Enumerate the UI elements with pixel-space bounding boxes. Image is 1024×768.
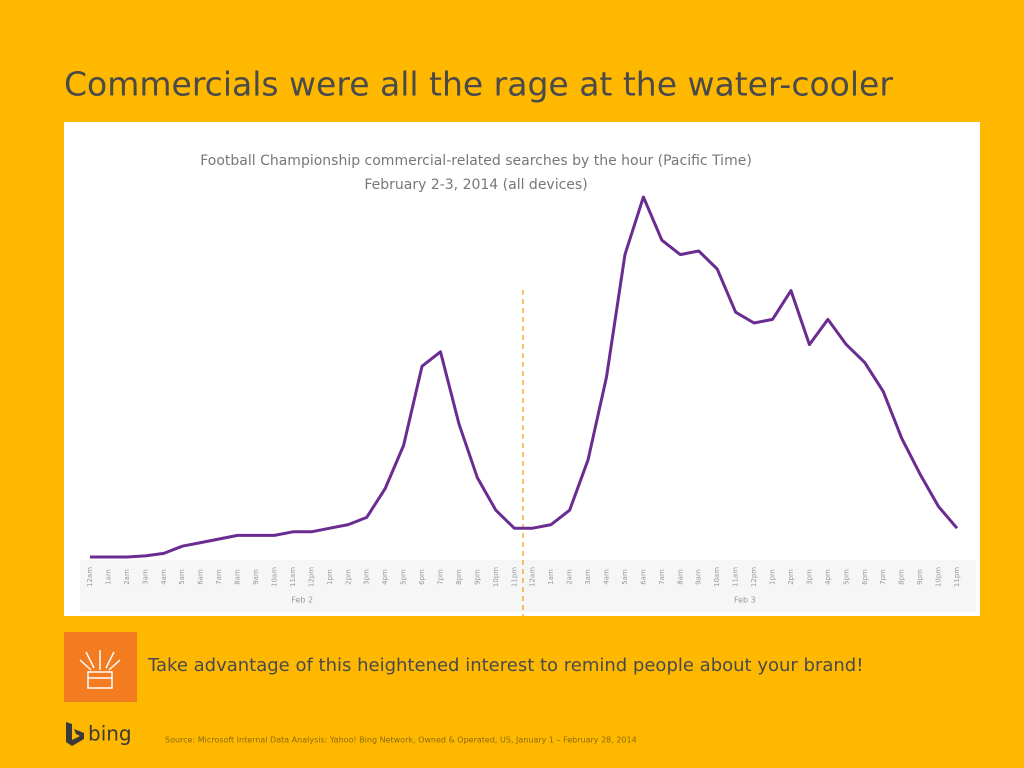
x-tick-label: 5pm [842,569,850,585]
x-tick-label: 2pm [787,569,795,585]
x-tick-label: 3am [584,569,592,585]
x-tick-label: 1am [104,569,112,585]
x-tick-label: 6am [639,569,647,585]
x-tick-label: 12pm [307,567,315,587]
x-tick-label: 10am [713,567,721,587]
x-tick-label: 9am [695,569,703,585]
x-tick-label: 7pm [436,569,444,585]
x-tick-label: 11pm [510,567,518,587]
x-tick-label: 2am [123,569,131,585]
bing-logo-mark [66,722,84,746]
x-tick-label: 8am [676,569,684,585]
group-label: Feb 3 [734,596,756,605]
callout-icon [79,650,121,689]
x-tick-label: 9pm [916,569,924,585]
x-tick-label: 9am [252,569,260,585]
x-tick-label: 7am [215,569,223,585]
chart-panel [64,122,980,616]
x-tick-label: 2pm [344,569,352,585]
x-tick-label: 1am [547,569,555,585]
brand-name: bing [88,722,132,746]
x-tick-label: 4pm [824,569,832,585]
x-tick-label: 5am [178,569,186,585]
x-tick-label: 11am [732,567,740,587]
x-tick-label: 6pm [861,569,869,585]
chart-title: Football Championship commercial-related… [200,153,752,169]
x-tick-label: 4pm [381,569,389,585]
x-tick-label: 1pm [769,569,777,585]
x-tick-label: 12pm [750,567,758,587]
x-tick-label: 5pm [400,569,408,585]
data-line [90,195,959,559]
x-tick-label: 12am [86,567,94,587]
x-tick-label: 11am [289,567,297,587]
x-tick-label: 8pm [455,569,463,585]
x-tick-label: 8pm [898,569,906,585]
axis-band [80,560,976,612]
x-tick-label: 3am [141,569,149,585]
x-tick-label: 7pm [879,569,887,585]
chart-subtitle: February 2-3, 2014 (all devices) [364,177,587,193]
x-tick-label: 12am [529,567,537,587]
x-tick-label: 8am [234,569,242,585]
source-note: Source: Microsoft Internal Data Analysis… [165,736,637,745]
x-tick-label: 6pm [418,569,426,585]
x-tick-label: 11pm [953,567,961,587]
x-tick-label: 5am [621,569,629,585]
callout-text: Take advantage of this heightened intere… [147,655,863,676]
group-label: Feb 2 [291,596,313,605]
x-tick-label: 1pm [326,569,334,585]
x-tick-label: 4am [603,569,611,585]
x-tick-label: 4am [160,569,168,585]
x-tick-label: 10am [270,567,278,587]
plot: 12am 1am 2am 3am 4am 5am 6am 7am 8am 9am 10am 11am 1… [86,195,961,605]
x-tick-label: 9pm [473,569,481,585]
x-tick-label: 10pm [935,567,943,587]
x-tick-label: 10pm [492,567,500,587]
x-tick-label: 3pm [805,569,813,585]
x-tick-label: 3pm [363,569,371,585]
x-tick-label: 7am [658,569,666,585]
x-tick-label: 6am [197,569,205,585]
x-tick-label: 2am [566,569,574,585]
slide-title: Commercials were all the rage at the wat… [64,65,893,104]
